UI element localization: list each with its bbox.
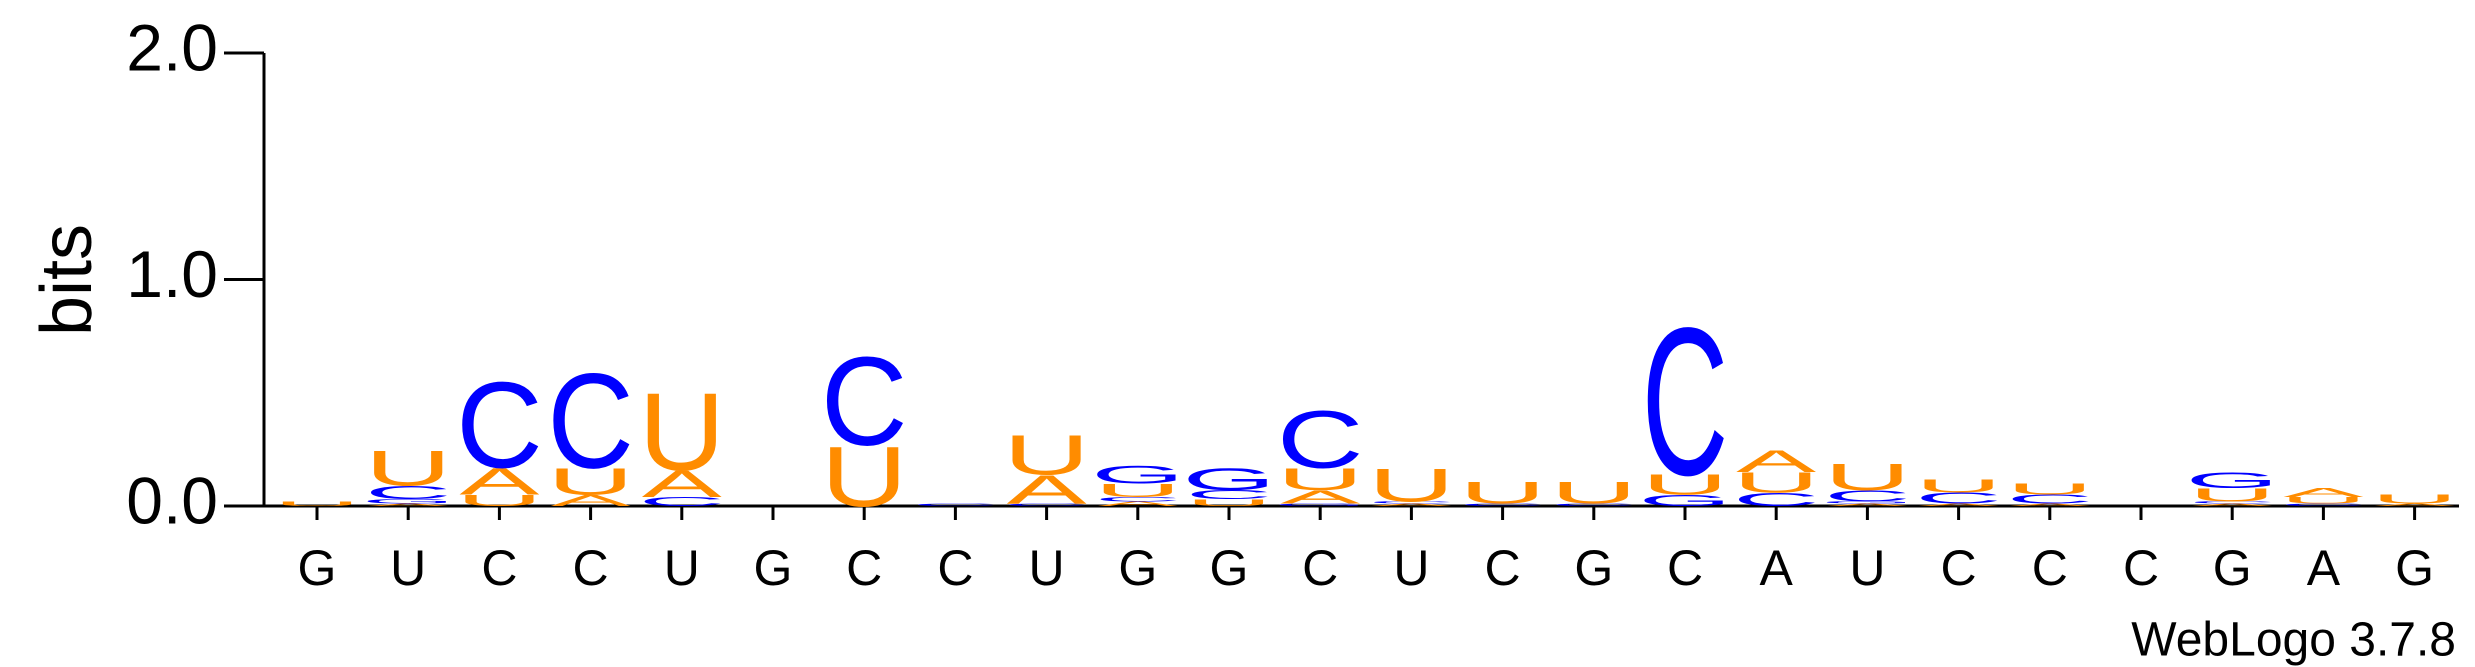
logo-letter: U (1915, 475, 2002, 496)
logo-letter: G (2186, 468, 2279, 493)
logo-letter: U (1003, 423, 1090, 486)
x-tick-label: U (1029, 540, 1065, 596)
logo-letter: A (1827, 503, 1908, 507)
logo-letter: A (1098, 500, 1178, 507)
x-tick-label: C (1941, 540, 1977, 596)
logo-letter: C (2189, 501, 2276, 505)
logo-letter: U (1186, 498, 1273, 509)
logo-letter: C (1733, 489, 1820, 510)
x-tick-label: U (390, 540, 426, 596)
logo-letter: C (1824, 488, 1911, 505)
logo-letter: C (1459, 503, 1546, 507)
logo-letter: C (1915, 490, 2002, 507)
y-axis-label: bits (27, 224, 107, 336)
logo-letter: C (912, 503, 999, 507)
y-tick-label: 2.0 (126, 10, 218, 84)
logo-letter: U (2280, 495, 2367, 506)
y-tick-label: 1.0 (126, 237, 218, 311)
logo-letter: A (1371, 503, 1452, 507)
logo-letter: U (456, 492, 543, 509)
logo-letter: G (1182, 462, 1275, 497)
logo-letter: U (2006, 481, 2093, 498)
x-tick-label: C (1302, 540, 1338, 596)
logo-letter: A (2192, 503, 2273, 507)
logo-letter: G (1821, 501, 1914, 505)
logo-letter: C (2006, 493, 2093, 507)
logo-letter: U (1824, 456, 1911, 498)
x-tick-label: C (937, 540, 973, 596)
x-tick-label: U (1849, 540, 1885, 596)
logo-letter: A (1919, 503, 2000, 507)
logo-letter: A (459, 460, 540, 502)
logo-letter: A (2375, 503, 2456, 507)
logo-letter: U (1368, 459, 1455, 512)
logo-letter: G (1274, 503, 1367, 507)
logo-letter: A (2010, 503, 2091, 507)
logo-letter: U (2189, 485, 2276, 506)
logo-letter: C (547, 346, 634, 497)
x-tick-label: G (1210, 540, 1249, 596)
logo-letter: C (1186, 488, 1273, 502)
x-tick-label: C (573, 540, 609, 596)
logo-letter: C (365, 482, 452, 503)
x-tick-label: U (1393, 540, 1429, 596)
logo-letter: A (1736, 444, 1817, 479)
logo-letter: C (821, 332, 908, 472)
logo-letter: C (1277, 393, 1364, 485)
logo-letter: A (551, 492, 631, 509)
logo-letter: A (2283, 486, 2363, 500)
logo-letter: U (1094, 480, 1181, 501)
footer: WebLogo 3.7.8 (2131, 614, 2456, 667)
x-tick-label: C (2032, 540, 2068, 596)
x-tick-label: C (1485, 540, 1521, 596)
x-tick-label: A (2307, 540, 2341, 596)
logo-letter: U (2371, 493, 2458, 507)
logo-letter: U (1459, 475, 1546, 510)
x-tick-label: G (1574, 540, 1613, 596)
logo-letter: C (1094, 496, 1181, 503)
logo-letter: U (1642, 469, 1729, 501)
logo-letter: C (2280, 503, 2367, 507)
logo-letter: U (638, 371, 725, 493)
x-tick-label: G (298, 540, 337, 596)
x-tick-label: G (2395, 540, 2434, 596)
logo-letter: U (274, 500, 361, 507)
x-tick-label: G (2213, 540, 2252, 596)
logo-letter: C (1003, 503, 1090, 507)
logo-letter: C (638, 495, 725, 509)
logo-letter: G (1638, 492, 1731, 509)
logo-letter: U (365, 441, 452, 497)
logo-letter: U (1550, 475, 1637, 510)
logo-letter: A (1007, 467, 1087, 513)
logo-letter: U (1277, 462, 1364, 497)
y-tick-label: 0.0 (126, 463, 218, 537)
logo-letter: G (362, 498, 455, 505)
logo-letter: C (1642, 285, 1729, 520)
x-tick-label: A (1760, 540, 1794, 596)
logo-letter: U (1733, 467, 1820, 499)
logo-letter: C (1368, 501, 1455, 505)
logo-letter: C (456, 356, 543, 493)
logo-letter: G (1091, 461, 1184, 489)
logo-letter: U (547, 460, 634, 502)
logo-letter: A (1280, 487, 1361, 508)
logo-letter: U (821, 430, 908, 525)
logo-letter: C (1550, 503, 1637, 507)
x-tick-label: C (481, 540, 517, 596)
x-tick-label: C (2123, 540, 2159, 596)
logo-letter: A (642, 463, 723, 505)
x-tick-label: G (754, 540, 793, 596)
x-tick-label: C (1667, 540, 1703, 596)
x-tick-label: G (1118, 540, 1157, 596)
x-tick-label: C (846, 540, 882, 596)
x-tick-label: U (664, 540, 700, 596)
logo-letter: A (368, 503, 449, 507)
